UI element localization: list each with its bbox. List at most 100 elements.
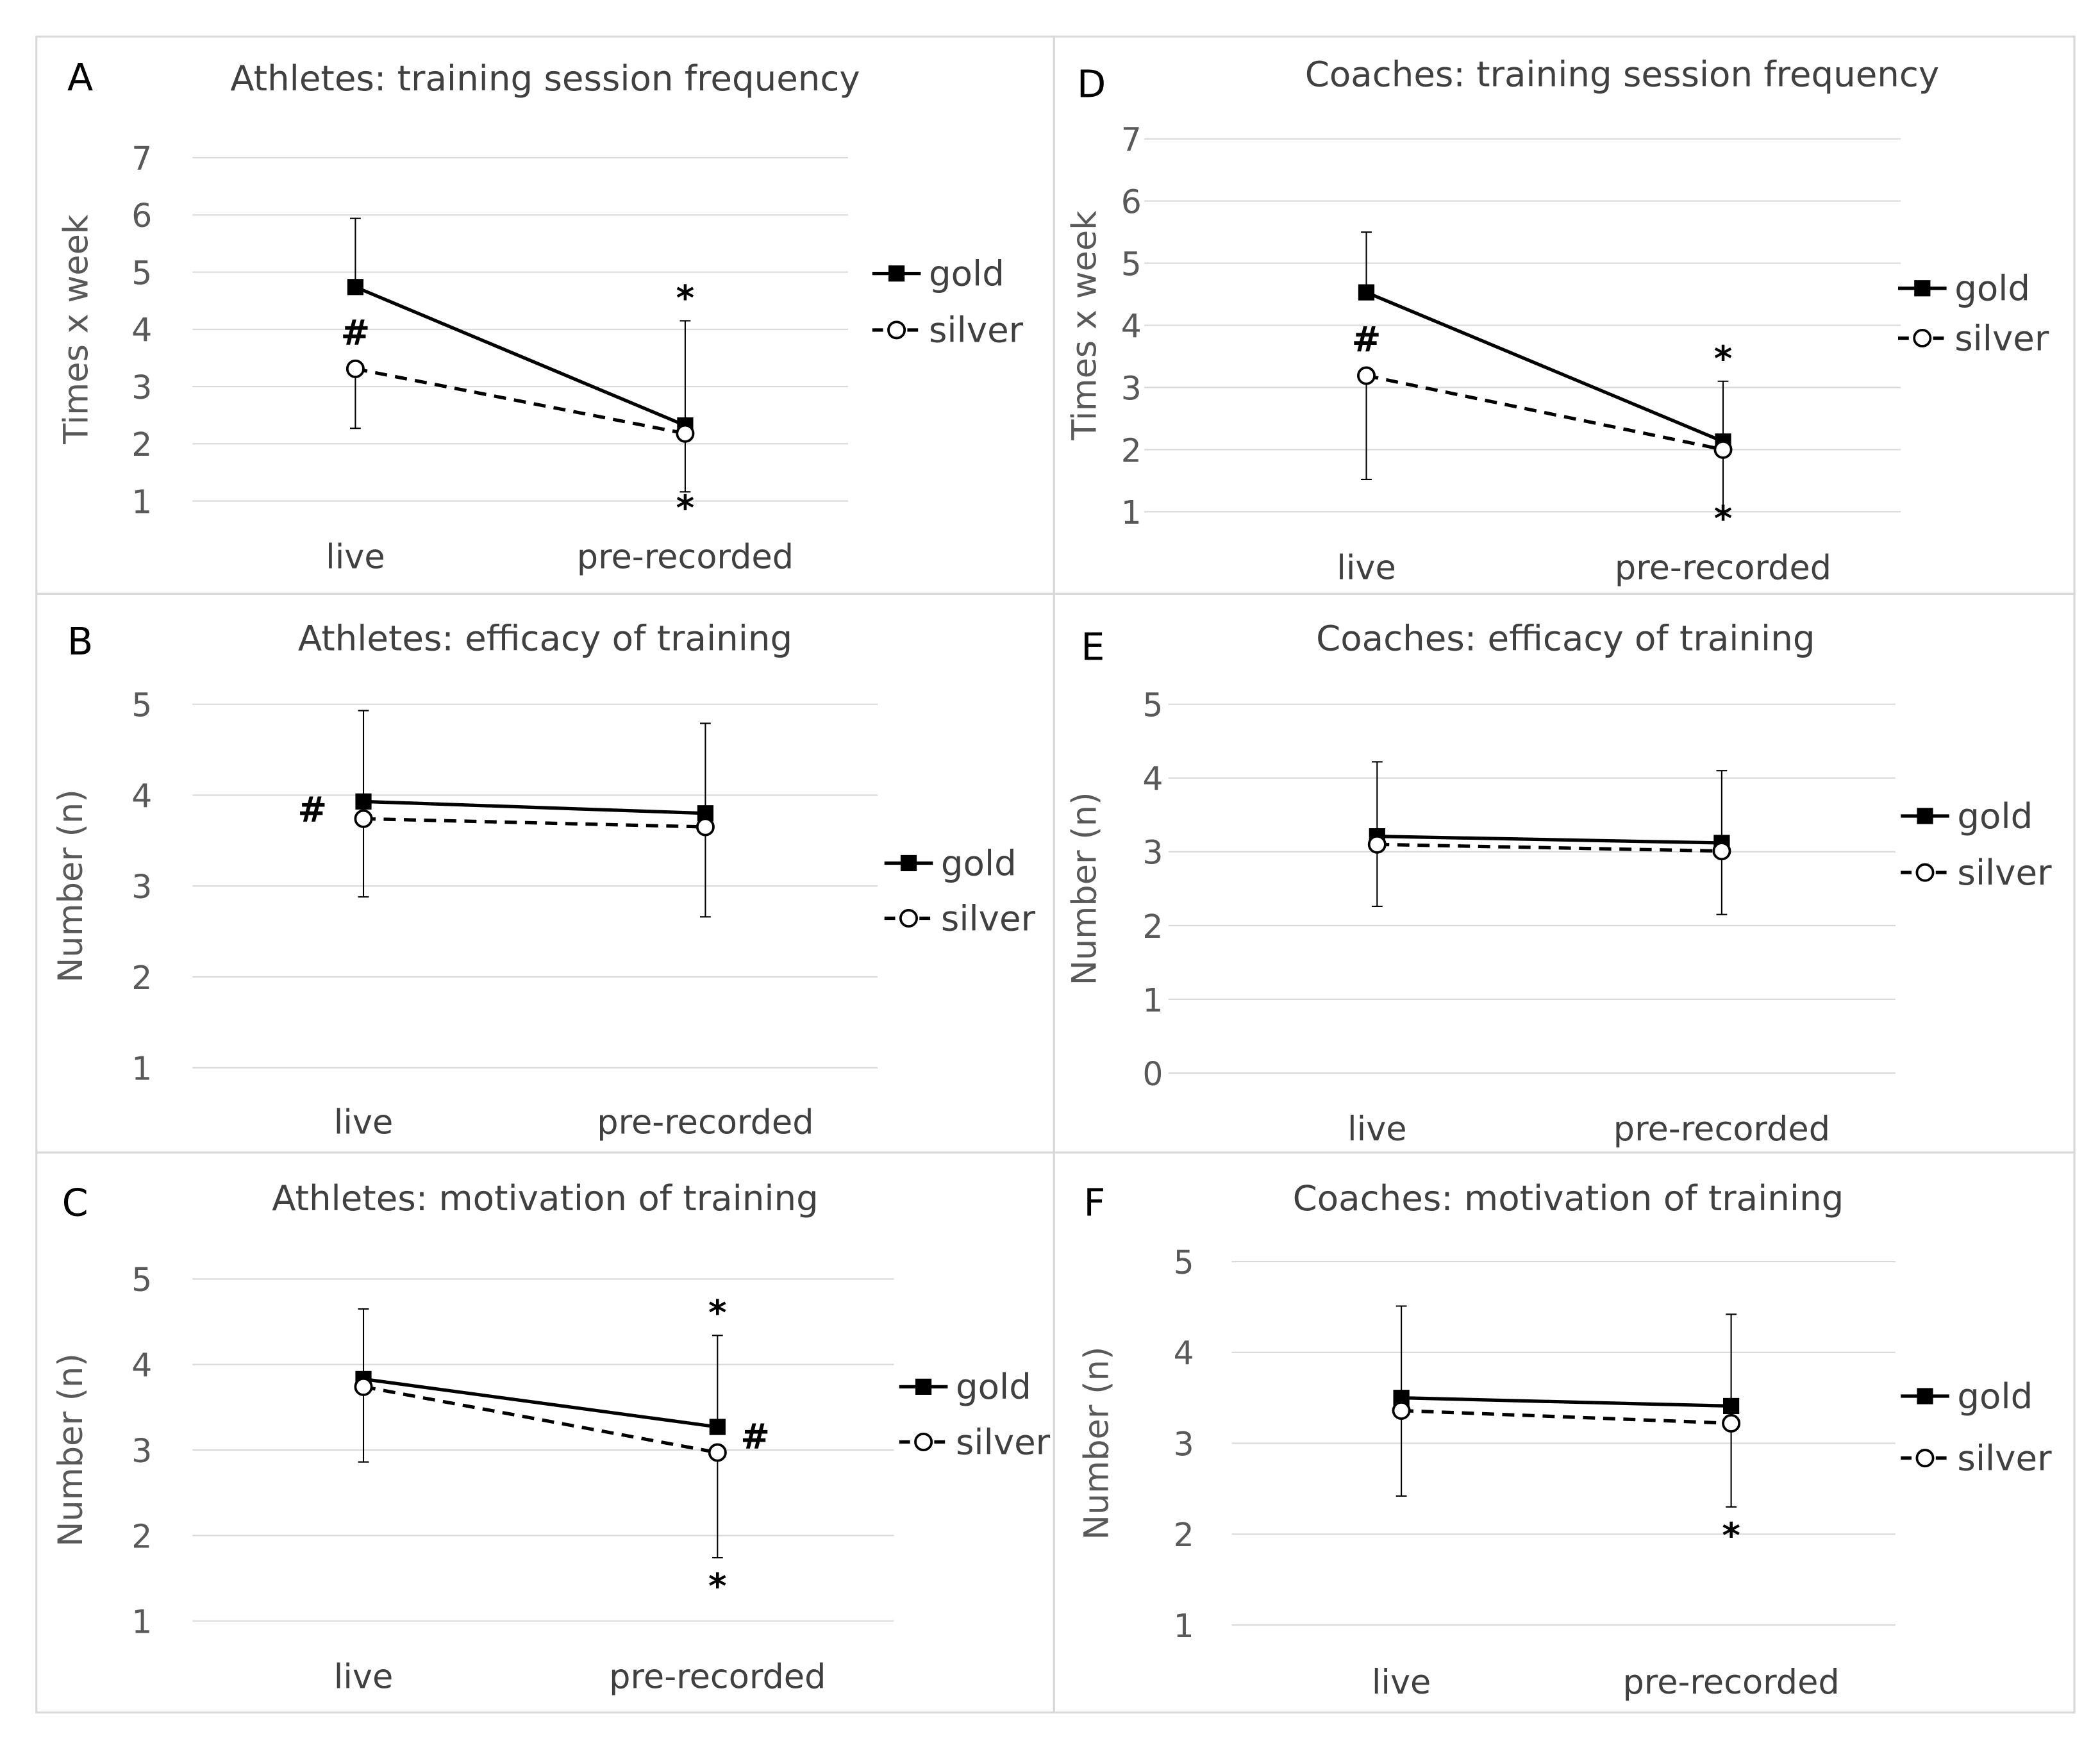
panel-C: C Athletes: motivation of training 1 2 3 4 5 Nu… bbox=[35, 1151, 1055, 1714]
panel-D: D Coaches: training session frequency 1 2 3 4… bbox=[1053, 35, 2076, 596]
y-axis-label: Number (n) bbox=[51, 789, 90, 983]
series-line bbox=[1365, 290, 1724, 444]
legend-marker bbox=[1917, 1388, 1933, 1404]
y-tick-label: 2 bbox=[1142, 908, 1163, 945]
significance-marker: * bbox=[1722, 1515, 1740, 1556]
panel-E: E Coaches: efficacy of training 0 1 2 3 4 5 Numb… bbox=[1053, 592, 2076, 1154]
y-tick-label: 2 bbox=[1121, 431, 1142, 469]
series-silver bbox=[1392, 1401, 1741, 1508]
y-tick-label: 1 bbox=[131, 1050, 152, 1088]
panel-border bbox=[35, 592, 1055, 1154]
legend-item-gold: gold bbox=[899, 1366, 1031, 1407]
series-line bbox=[1401, 1408, 1731, 1425]
series-line bbox=[363, 799, 706, 815]
panel-border bbox=[1053, 1151, 2076, 1714]
panel-B: B Athletes: efficacy of training 1 2 3 4 5 Numb… bbox=[35, 592, 1055, 1154]
significance-marker: * bbox=[676, 487, 695, 528]
legend-label: gold bbox=[956, 1366, 1031, 1407]
y-axis-label: Times x week bbox=[1065, 210, 1104, 441]
legend-item-gold: gold bbox=[1898, 268, 2030, 309]
legend-label: gold bbox=[1957, 1376, 2033, 1417]
legend-label: silver bbox=[956, 1421, 1051, 1462]
data-point bbox=[696, 817, 715, 837]
y-tick-label: 5 bbox=[1142, 687, 1163, 724]
series-line bbox=[363, 817, 706, 829]
y-tick-label: 1 bbox=[1121, 494, 1142, 531]
legend-marker bbox=[915, 1378, 932, 1395]
x-tick-label: live bbox=[334, 1658, 394, 1697]
legend-item-silver: silver bbox=[1898, 317, 2049, 358]
panel-letter: E bbox=[1081, 624, 1104, 669]
x-tick-label: live bbox=[334, 1103, 394, 1142]
y-tick-label: 4 bbox=[131, 312, 152, 349]
significance-marker: # bbox=[297, 788, 327, 829]
y-tick-label: 0 bbox=[1142, 1055, 1163, 1093]
chart-title: Coaches: motivation of training bbox=[1293, 1178, 1844, 1219]
y-tick-label: 3 bbox=[131, 369, 152, 406]
legend-marker bbox=[1917, 808, 1933, 824]
y-tick-label: 4 bbox=[131, 1347, 152, 1385]
series-line bbox=[354, 367, 686, 435]
significance-marker: * bbox=[1714, 338, 1733, 379]
legend-marker bbox=[1915, 1449, 1935, 1468]
panel-F: F Coaches: motivation of training 1 2 3 4 5 Num… bbox=[1053, 1151, 2076, 1714]
y-tick-label: 1 bbox=[1174, 1607, 1194, 1645]
data-point bbox=[354, 809, 373, 828]
x-tick-label: pre-recorded bbox=[597, 1103, 813, 1142]
panel-border bbox=[35, 35, 1055, 596]
y-tick-label: 7 bbox=[1121, 121, 1142, 159]
data-point bbox=[1723, 1397, 1740, 1415]
y-tick-label: 1 bbox=[131, 1603, 152, 1641]
series-silver bbox=[1357, 366, 1733, 513]
legend-marker bbox=[1913, 328, 1932, 347]
panel-letter: A bbox=[67, 55, 93, 99]
data-point bbox=[1357, 366, 1376, 385]
legend-item-silver: silver bbox=[884, 897, 1036, 938]
y-tick-label: 3 bbox=[1142, 834, 1163, 872]
data-point bbox=[354, 1377, 373, 1396]
y-tick-label: 3 bbox=[1174, 1425, 1194, 1463]
y-tick-label: 5 bbox=[131, 687, 152, 724]
y-axis-label: Number (n) bbox=[51, 1353, 90, 1547]
series-silver bbox=[1367, 835, 1731, 915]
y-tick-label: 1 bbox=[131, 483, 152, 521]
y-tick-label: 2 bbox=[131, 426, 152, 463]
legend-marker bbox=[1914, 280, 1931, 297]
significance-marker: # bbox=[341, 312, 371, 353]
legend-item-silver: silver bbox=[872, 310, 1024, 351]
series-line bbox=[363, 1377, 718, 1429]
data-point bbox=[1367, 835, 1387, 854]
legend-label: silver bbox=[1954, 317, 2049, 358]
data-point bbox=[676, 424, 695, 443]
y-tick-label: 3 bbox=[131, 868, 152, 906]
x-tick-label: live bbox=[1347, 1110, 1407, 1149]
legend-item-gold: gold bbox=[872, 253, 1004, 294]
series-line bbox=[1401, 1396, 1731, 1408]
series-silver bbox=[346, 359, 695, 493]
y-tick-label: 2 bbox=[1174, 1516, 1194, 1554]
y-tick-label: 2 bbox=[131, 1517, 152, 1555]
data-point bbox=[1722, 1413, 1741, 1433]
significance-marker: # bbox=[1352, 319, 1381, 360]
legend-label: silver bbox=[929, 310, 1024, 351]
legend-marker bbox=[899, 909, 918, 928]
x-tick-label: pre-recorded bbox=[1622, 1663, 1839, 1702]
legend-label: gold bbox=[929, 253, 1004, 294]
legend-item-gold: gold bbox=[1901, 1376, 2033, 1417]
x-tick-label: pre-recorded bbox=[1615, 548, 1831, 587]
y-tick-label: 3 bbox=[1121, 369, 1142, 407]
y-tick-label: 5 bbox=[1174, 1244, 1194, 1281]
series-gold bbox=[355, 710, 713, 822]
chart-title: Athletes: motivation of training bbox=[272, 1178, 819, 1219]
series-line bbox=[1377, 842, 1722, 853]
significance-marker: * bbox=[1714, 498, 1733, 539]
legend-item-gold: gold bbox=[1901, 796, 2033, 837]
significance-marker: * bbox=[708, 1292, 727, 1333]
legend-marker bbox=[888, 265, 905, 282]
legend-item-gold: gold bbox=[884, 842, 1017, 883]
series-gold bbox=[355, 1308, 726, 1435]
y-tick-label: 4 bbox=[1142, 760, 1163, 798]
legend-label: silver bbox=[1957, 1438, 2052, 1479]
panel-letter: B bbox=[67, 619, 93, 663]
